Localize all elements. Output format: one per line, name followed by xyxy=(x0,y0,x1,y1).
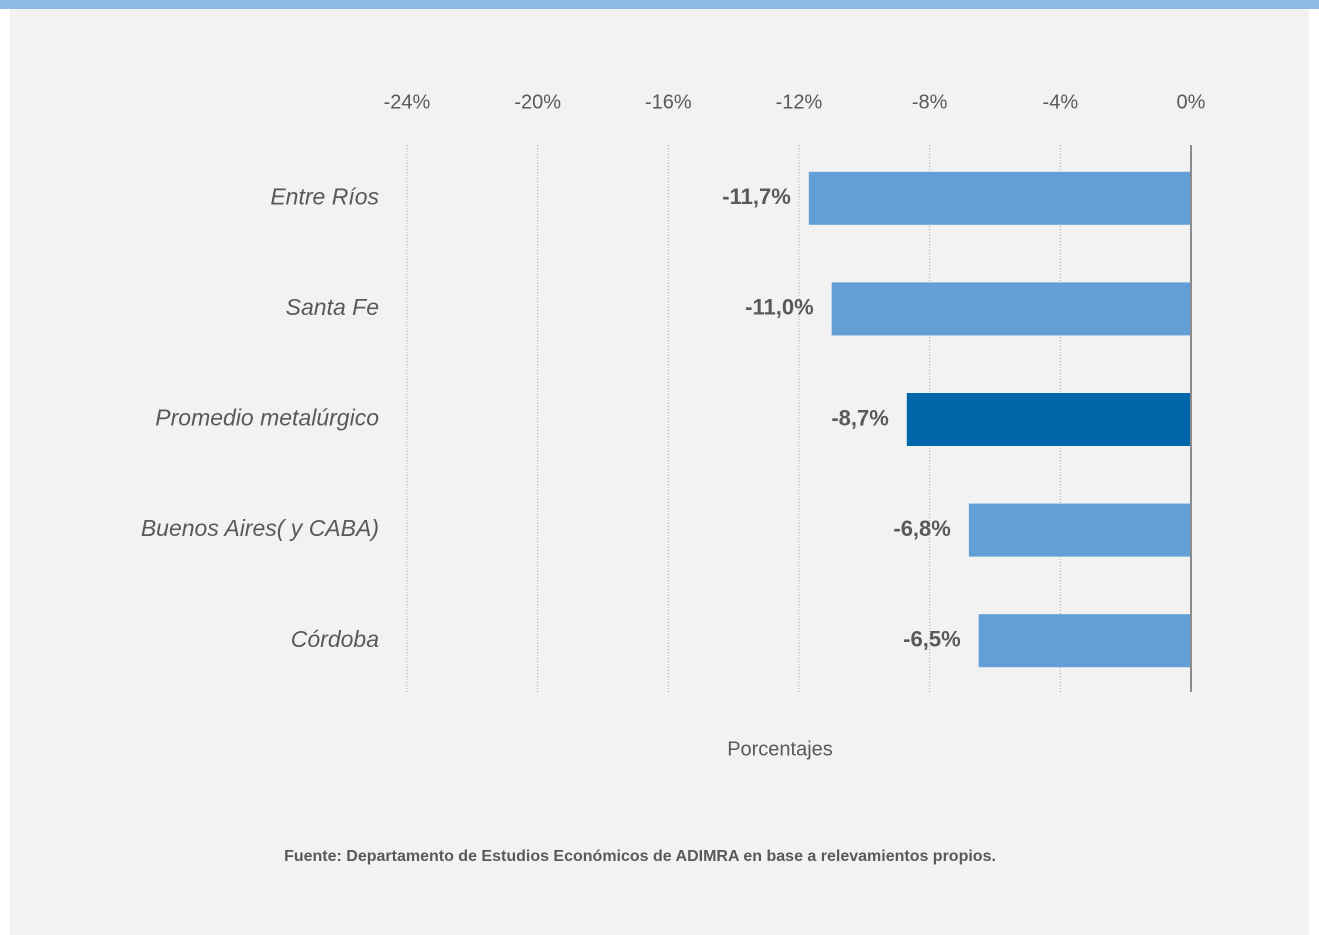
x-tick-label: 0% xyxy=(1177,91,1206,113)
x-tick-label: -8% xyxy=(912,91,948,113)
bar xyxy=(968,503,1191,557)
x-axis-label: Porcentajes xyxy=(727,738,833,760)
y-tick-label: Promedio metalúrgico xyxy=(155,405,379,431)
top-band xyxy=(0,0,1319,9)
bar xyxy=(978,614,1191,668)
source-note: Fuente: Departamento de Estudios Económi… xyxy=(284,848,996,865)
x-tick-label: -24% xyxy=(384,91,431,113)
value-label: -6,5% xyxy=(903,627,960,652)
y-tick-label: Buenos Aires( y CABA) xyxy=(141,515,379,541)
y-tick-label: Santa Fe xyxy=(286,294,379,320)
bar xyxy=(831,282,1191,336)
value-label: -11,7% xyxy=(722,184,791,209)
panel xyxy=(10,0,1309,935)
value-label: -11,0% xyxy=(745,295,814,320)
x-tick-label: -20% xyxy=(514,91,561,113)
y-tick-label: Entre Ríos xyxy=(270,183,379,209)
bar xyxy=(906,393,1191,446)
y-tick-label: Córdoba xyxy=(291,626,379,652)
value-label: -6,8% xyxy=(893,516,950,541)
bar xyxy=(808,171,1191,225)
x-tick-label: -16% xyxy=(645,91,692,113)
value-label: -8,7% xyxy=(831,405,888,430)
x-tick-label: -4% xyxy=(1043,91,1079,113)
x-tick-label: -12% xyxy=(776,91,823,113)
